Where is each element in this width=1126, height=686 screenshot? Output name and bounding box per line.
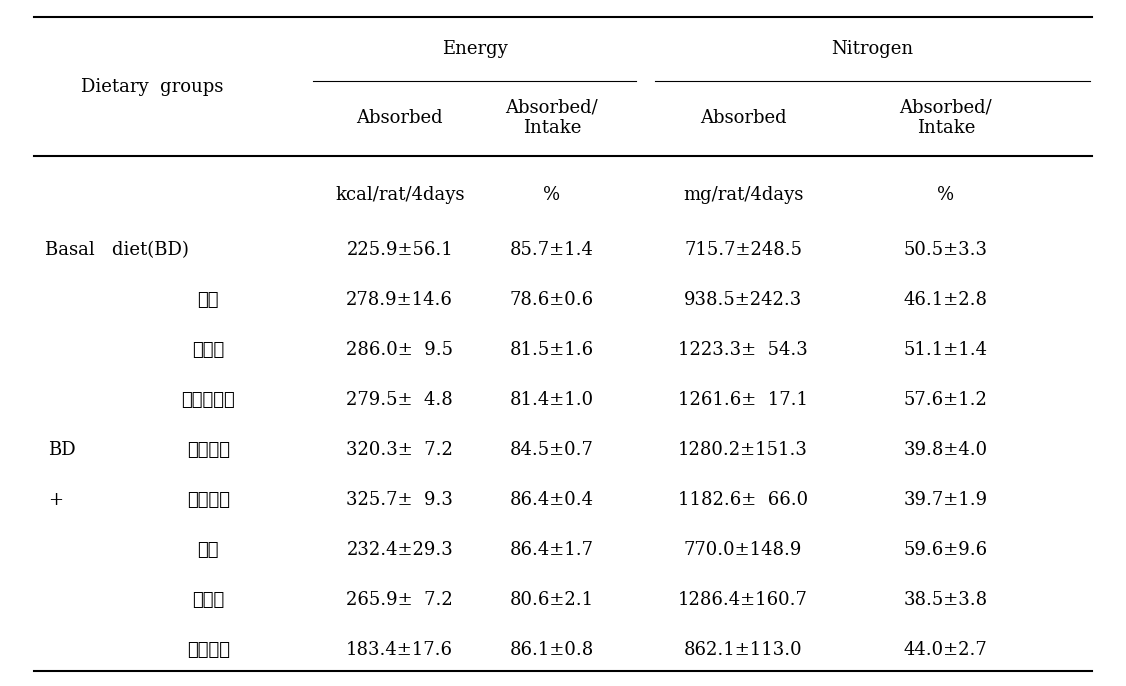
Text: 39.7±1.9: 39.7±1.9 [904,491,988,509]
Text: 85.7±1.4: 85.7±1.4 [510,241,593,259]
Text: 225.9±56.1: 225.9±56.1 [347,241,453,259]
Text: 81.5±1.6: 81.5±1.6 [510,341,593,359]
Text: 86.4±1.7: 86.4±1.7 [510,541,593,559]
Text: 된장: 된장 [197,541,220,559]
Text: 1223.3±  54.3: 1223.3± 54.3 [678,341,808,359]
Text: 80.6±2.1: 80.6±2.1 [510,591,593,609]
Text: 51.1±1.4: 51.1±1.4 [904,341,988,359]
Text: 278.9±14.6: 278.9±14.6 [347,291,453,309]
Text: 325.7±  9.3: 325.7± 9.3 [347,491,453,509]
Text: 된장지개: 된장지개 [187,491,230,509]
Text: 770.0±148.9: 770.0±148.9 [683,541,803,559]
Text: BD: BD [48,441,77,459]
Text: 1182.6±  66.0: 1182.6± 66.0 [678,491,808,509]
Text: %: % [543,186,561,204]
Text: Basal   diet(BD): Basal diet(BD) [45,241,189,259]
Text: 미역국: 미역국 [193,591,224,609]
Text: mg/rat/4days: mg/rat/4days [683,186,803,204]
Text: 57.6±1.2: 57.6±1.2 [904,391,988,409]
Text: 715.7±248.5: 715.7±248.5 [685,241,802,259]
Text: Absorbed/
Intake: Absorbed/ Intake [900,99,992,137]
Text: +: + [48,491,63,509]
Text: 김치: 김치 [197,291,220,309]
Text: Absorbed: Absorbed [700,109,786,127]
Text: Dietary  groups: Dietary groups [81,78,223,96]
Text: 1280.2±151.3: 1280.2±151.3 [678,441,808,459]
Text: 시금치나물: 시금치나물 [181,391,235,409]
Text: 183.4±17.6: 183.4±17.6 [346,641,454,659]
Text: 286.0±  9.5: 286.0± 9.5 [346,341,454,359]
Text: 86.1±0.8: 86.1±0.8 [510,641,593,659]
Text: Nitrogen: Nitrogen [832,40,913,58]
Text: Absorbed: Absorbed [357,109,443,127]
Text: 46.1±2.8: 46.1±2.8 [904,291,988,309]
Text: Energy: Energy [441,40,508,58]
Text: 232.4±29.3: 232.4±29.3 [347,541,453,559]
Text: 86.4±0.4: 86.4±0.4 [510,491,593,509]
Text: 김치지개: 김치지개 [187,441,230,459]
Text: 265.9±  7.2: 265.9± 7.2 [347,591,453,609]
Text: 938.5±242.3: 938.5±242.3 [683,291,803,309]
Text: 50.5±3.3: 50.5±3.3 [904,241,988,259]
Text: 320.3±  7.2: 320.3± 7.2 [347,441,453,459]
Text: 84.5±0.7: 84.5±0.7 [510,441,593,459]
Text: Absorbed/
Intake: Absorbed/ Intake [506,99,598,137]
Text: 콩나물: 콩나물 [193,341,224,359]
Text: 1286.4±160.7: 1286.4±160.7 [678,591,808,609]
Text: kcal/rat/4days: kcal/rat/4days [334,186,465,204]
Text: 78.6±0.6: 78.6±0.6 [510,291,593,309]
Text: 버섿전골: 버섿전골 [187,641,230,659]
Text: 38.5±3.8: 38.5±3.8 [904,591,988,609]
Text: 862.1±113.0: 862.1±113.0 [683,641,803,659]
Text: 39.8±4.0: 39.8±4.0 [904,441,988,459]
Text: %: % [937,186,955,204]
Text: 1261.6±  17.1: 1261.6± 17.1 [678,391,808,409]
Text: 81.4±1.0: 81.4±1.0 [510,391,593,409]
Text: 44.0±2.7: 44.0±2.7 [904,641,988,659]
Text: 59.6±9.6: 59.6±9.6 [904,541,988,559]
Text: 279.5±  4.8: 279.5± 4.8 [347,391,453,409]
